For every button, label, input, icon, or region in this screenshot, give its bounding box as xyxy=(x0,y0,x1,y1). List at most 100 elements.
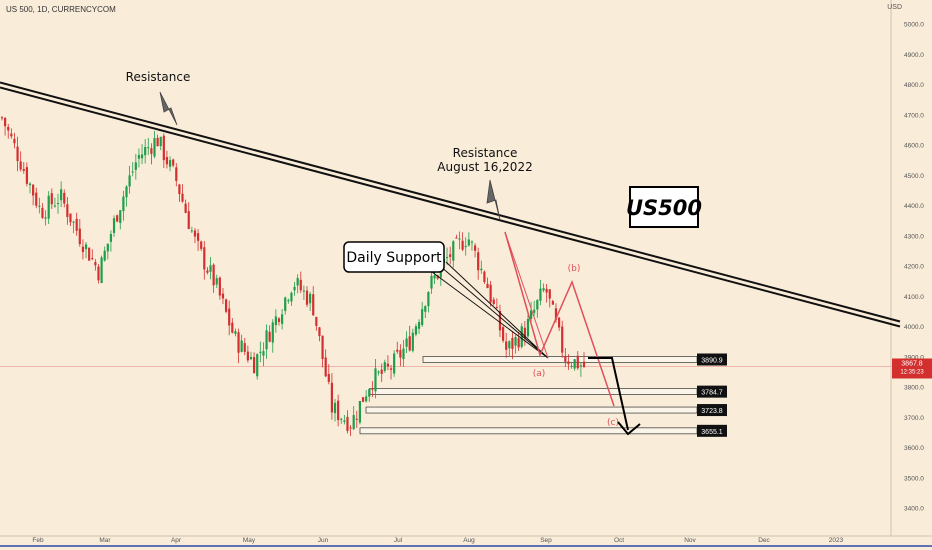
candle-body xyxy=(19,161,22,170)
candle-body xyxy=(35,192,38,206)
candle-body xyxy=(100,257,103,284)
candle-body xyxy=(75,218,78,231)
candle-body xyxy=(69,213,72,223)
candle-body xyxy=(0,117,4,119)
candle-body xyxy=(150,148,153,154)
candle-body xyxy=(408,336,411,351)
candle-body xyxy=(389,368,393,370)
abc-wave-guide xyxy=(504,231,549,359)
candle-body xyxy=(551,301,554,305)
candle-body xyxy=(281,314,284,324)
candle-body xyxy=(545,288,548,293)
candle-body xyxy=(477,252,480,271)
candle-body xyxy=(558,317,561,328)
candle-body xyxy=(554,308,558,320)
candle-body xyxy=(396,349,399,352)
candle-body xyxy=(159,136,162,147)
candle-body xyxy=(175,167,178,181)
candle-body xyxy=(517,338,520,348)
candle-body xyxy=(312,294,315,316)
candle-body xyxy=(262,351,265,356)
candle-body xyxy=(340,418,343,420)
candle-body xyxy=(172,159,175,166)
candle-body xyxy=(44,217,47,219)
candle-body xyxy=(489,284,492,303)
time-tick-label: May xyxy=(243,537,256,544)
candle-body xyxy=(215,278,218,285)
candle-body xyxy=(16,146,19,162)
time-tick-label: Sep xyxy=(540,537,552,544)
candle-body xyxy=(368,389,371,397)
candle-body xyxy=(271,322,274,343)
price-tick-label: 4700.0 xyxy=(904,112,924,119)
candle-body xyxy=(361,397,365,402)
candle-body xyxy=(467,239,470,246)
time-tick-label: Jul xyxy=(394,537,403,544)
price-tick-label: 3600.0 xyxy=(904,445,924,452)
candle-body xyxy=(38,205,41,207)
price-tick-label: 4600.0 xyxy=(904,143,924,150)
candle-body xyxy=(567,361,570,365)
candle-body xyxy=(168,160,172,167)
candle-body xyxy=(252,357,256,374)
candle-body xyxy=(579,365,582,367)
candle-body xyxy=(399,350,402,358)
candle-body xyxy=(380,369,383,374)
candle-body xyxy=(343,420,346,422)
level-tag-label: 3784.7 xyxy=(701,390,723,397)
candle-body xyxy=(526,319,530,337)
candle-body xyxy=(209,265,212,272)
candle-body xyxy=(393,353,396,374)
candle-body xyxy=(365,396,368,402)
candle-body xyxy=(480,268,483,271)
price-tick-label: 4200.0 xyxy=(904,264,924,271)
candle-body xyxy=(333,402,337,414)
candle-body xyxy=(203,247,206,270)
candle-body xyxy=(140,154,144,159)
candle-body xyxy=(237,332,240,353)
candle-body xyxy=(106,243,109,252)
candle-body xyxy=(293,286,296,291)
candle-body xyxy=(134,162,137,170)
symbol-box xyxy=(629,186,699,228)
resistance-trendline-parallel xyxy=(0,81,901,323)
price-tick-label: 4100.0 xyxy=(904,294,924,301)
price-tick-label: 3500.0 xyxy=(904,475,924,482)
level-tag xyxy=(697,424,727,437)
candle-body xyxy=(125,186,128,198)
candle-body xyxy=(402,348,405,360)
candle-body xyxy=(193,230,197,237)
candle-body xyxy=(259,351,262,353)
candle-body xyxy=(561,326,564,353)
candle-body xyxy=(109,234,113,242)
candle-body xyxy=(265,330,268,350)
resistance-arrow-1-icon xyxy=(159,91,178,126)
symbol-header: US 500, 1D, CURRENCYCOM xyxy=(6,5,116,14)
candle-body xyxy=(501,327,505,341)
candle-body xyxy=(318,327,321,337)
candle-body xyxy=(349,427,352,429)
candle-body xyxy=(511,338,514,349)
candle-body xyxy=(498,310,502,331)
candle-body xyxy=(346,416,349,431)
candle-body xyxy=(97,266,100,281)
candle-body xyxy=(243,343,246,352)
candle-body xyxy=(144,146,147,156)
candle-body xyxy=(284,297,287,311)
candle-body xyxy=(22,169,25,171)
candle-body xyxy=(458,238,461,240)
price-axis-labels: 5000.0 4900.0 4800.0 4700.0 4600.0 4500.0 4400… xyxy=(904,22,924,513)
candle-body xyxy=(536,300,539,310)
candle-body xyxy=(224,299,228,312)
candle-body xyxy=(430,275,433,289)
projection-arrow-head-icon xyxy=(617,421,641,436)
candle-body xyxy=(436,275,439,279)
level-tag xyxy=(697,385,727,398)
candle-body xyxy=(196,233,200,241)
candle-body xyxy=(78,228,81,245)
level-band xyxy=(365,406,698,414)
candle-body xyxy=(417,321,421,329)
candle-body xyxy=(492,299,495,304)
abc-wave-line xyxy=(504,231,615,407)
